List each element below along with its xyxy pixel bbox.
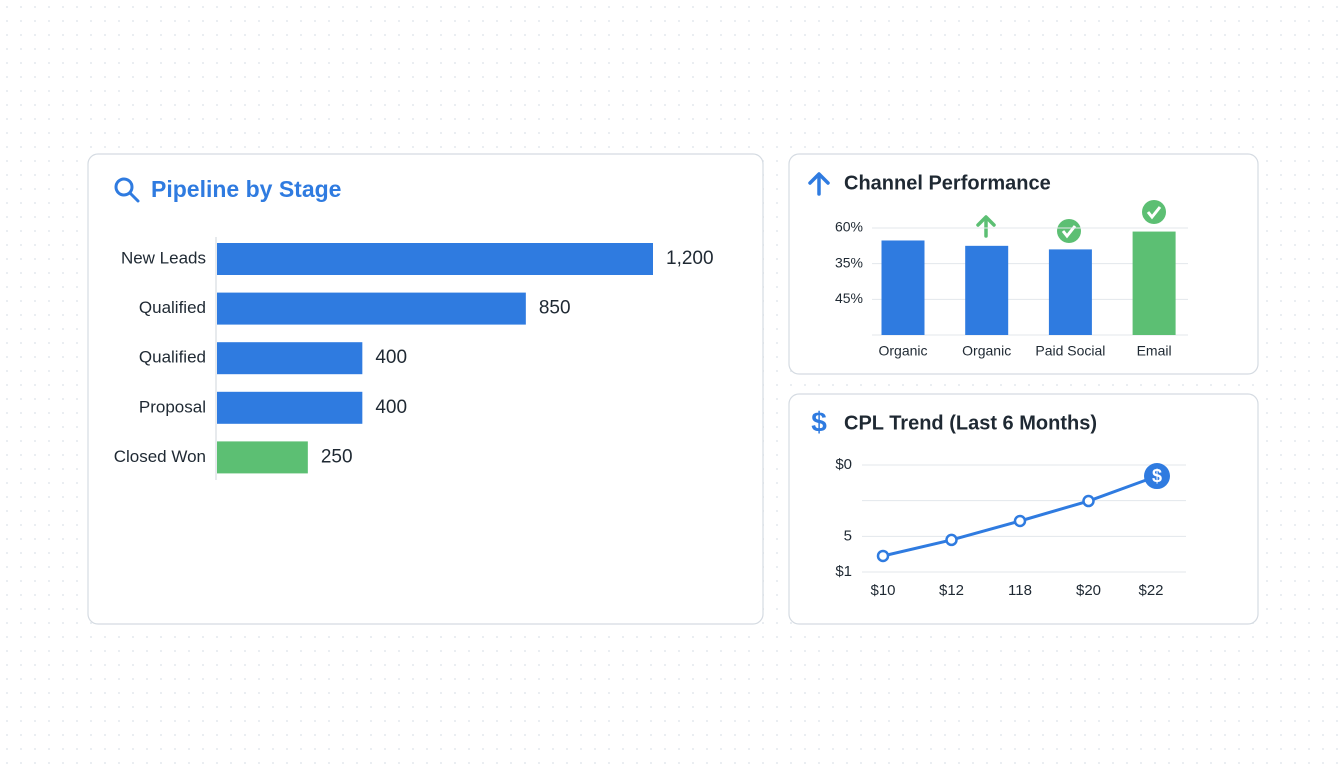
arrow-icon — [808, 172, 830, 196]
value-label: 1,200 — [666, 248, 714, 269]
category-label: Proposal — [139, 397, 206, 416]
value-label: 400 — [375, 347, 407, 368]
point — [1082, 494, 1095, 508]
x-tick-label: $12 — [939, 582, 964, 599]
value-label: 400 — [375, 397, 407, 418]
check-icon — [1057, 219, 1081, 243]
x-tick-label: Email — [1137, 343, 1172, 359]
bar — [217, 441, 308, 474]
bar — [1048, 249, 1092, 335]
x-tick-label: Paid Social — [1035, 343, 1105, 359]
category-label: New Leads — [121, 248, 206, 267]
point — [945, 533, 958, 547]
cpl-card — [788, 393, 1259, 625]
card-title: Pipeline by Stage — [151, 176, 341, 202]
search-icon — [114, 177, 140, 203]
category-label: Qualified — [139, 298, 206, 317]
x-tick-label: $20 — [1076, 582, 1101, 599]
bar — [217, 342, 363, 375]
y-tick-label: 35% — [835, 254, 863, 270]
x-tick-label: $10 — [870, 582, 895, 599]
value-label: 850 — [539, 298, 571, 319]
y-tick-label: 60% — [835, 219, 863, 235]
bar — [1132, 231, 1176, 335]
check-icon — [1142, 200, 1166, 224]
point-icon: $ — [1152, 466, 1162, 486]
pipeline-card — [87, 153, 764, 625]
bar — [217, 292, 526, 325]
category-label: Qualified — [139, 348, 206, 367]
bar — [217, 243, 653, 275]
x-tick-label: $22 — [1138, 582, 1163, 599]
up-icon — [976, 215, 996, 238]
value-label: 250 — [321, 446, 353, 467]
point — [876, 549, 890, 563]
category-label: Closed Won — [114, 447, 206, 466]
x-tick-label: Organic — [878, 343, 927, 359]
bar — [965, 245, 1009, 335]
y-tick-label: $0 — [835, 456, 852, 473]
bar — [217, 391, 363, 424]
bar — [881, 240, 925, 335]
card-title: Channel Performance — [844, 172, 1051, 194]
point — [1144, 463, 1170, 490]
y-tick-label: $1 — [835, 563, 852, 580]
dollar-icon: $ — [811, 406, 827, 437]
y-tick-label: 5 — [844, 527, 852, 544]
card-title: CPL Trend (Last 6 Months) — [844, 412, 1097, 434]
point — [1013, 514, 1027, 528]
y-tick-label: 45% — [835, 290, 863, 306]
x-tick-label: Organic — [962, 343, 1011, 359]
x-tick-label: 118 — [1008, 582, 1032, 599]
